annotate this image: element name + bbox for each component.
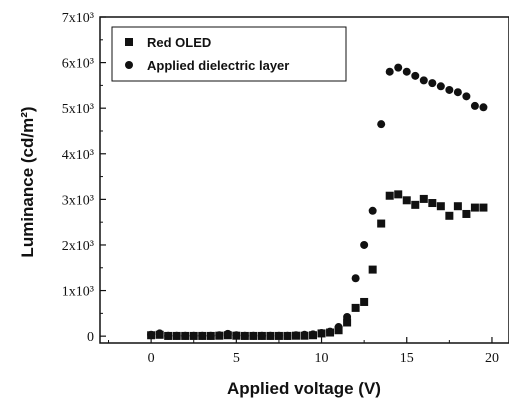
x-axis-title: Applied voltage (V) — [227, 379, 381, 398]
data-point-circle — [402, 67, 411, 76]
data-point-circle — [309, 330, 318, 339]
legend-marker-red-oled — [125, 38, 133, 46]
data-point-circle — [462, 92, 471, 101]
data-point-square — [470, 203, 479, 212]
data-point-circle — [394, 63, 403, 72]
y-tick-label: 2x10³ — [62, 239, 94, 254]
series-0 — [147, 190, 488, 340]
data-point-circle — [223, 329, 232, 338]
data-point-circle — [147, 330, 156, 339]
y-tick-label: 6x10³ — [62, 57, 94, 72]
data-point-circle — [257, 331, 266, 340]
data-point-square — [411, 200, 420, 209]
data-point-circle — [232, 331, 241, 340]
series-1 — [147, 63, 488, 340]
data-point-circle — [317, 328, 326, 337]
data-point-square — [428, 199, 437, 208]
data-point-square — [385, 191, 394, 200]
y-tick-label: 7x10³ — [62, 11, 94, 26]
data-point-circle — [181, 331, 190, 340]
data-point-circle — [164, 331, 173, 340]
data-point-square — [360, 297, 369, 306]
x-tick-label: 10 — [315, 351, 329, 366]
data-point-square — [479, 203, 488, 212]
y-tick-label: 3x10³ — [62, 193, 94, 208]
data-series — [147, 63, 488, 340]
data-point-circle — [240, 331, 249, 340]
data-point-square — [377, 219, 386, 228]
data-point-square — [402, 196, 411, 205]
data-point-circle — [172, 331, 181, 340]
data-point-circle — [368, 206, 377, 215]
data-point-circle — [470, 101, 479, 110]
data-point-circle — [291, 331, 300, 340]
data-point-circle — [206, 331, 215, 340]
data-point-circle — [283, 331, 292, 340]
data-point-square — [419, 194, 428, 203]
data-point-square — [462, 209, 471, 218]
data-point-square — [343, 318, 352, 327]
data-point-circle — [360, 240, 369, 249]
legend-label-dielectric: Applied dielectric layer — [147, 58, 289, 73]
data-point-circle — [479, 103, 488, 112]
data-point-square — [368, 265, 377, 274]
data-point-square — [351, 303, 360, 312]
legend: Red OLED Applied dielectric layer — [111, 26, 347, 82]
data-point-circle — [189, 331, 198, 340]
x-tick-label: 15 — [400, 351, 414, 366]
data-point-square — [394, 190, 403, 199]
legend-box — [111, 26, 347, 82]
x-tick-label: 5 — [233, 351, 240, 366]
data-point-circle — [198, 331, 207, 340]
data-point-circle — [445, 85, 454, 94]
data-point-square — [445, 211, 454, 220]
data-point-circle — [326, 327, 335, 336]
data-point-circle — [249, 331, 258, 340]
data-point-circle — [453, 88, 462, 97]
data-point-circle — [419, 76, 428, 85]
data-point-circle — [428, 79, 437, 88]
data-point-circle — [436, 82, 445, 91]
plot-frame — [99, 16, 509, 344]
data-point-circle — [385, 67, 394, 76]
data-point-square — [436, 202, 445, 211]
data-point-circle — [334, 323, 343, 332]
y-tick-label: 4x10³ — [62, 148, 94, 163]
data-point-circle — [411, 71, 420, 80]
data-point-circle — [300, 330, 309, 339]
y-tick-label: 1x10³ — [62, 285, 94, 300]
legend-marker-dielectric — [125, 61, 133, 69]
x-tick-label: 0 — [148, 351, 155, 366]
data-point-circle — [274, 331, 283, 340]
x-tick-label: 20 — [485, 351, 499, 366]
legend-label-red-oled: Red OLED — [147, 35, 211, 50]
x-axis-ticks: 0 5 10 15 20 — [108, 337, 499, 366]
data-point-circle — [377, 120, 386, 129]
data-point-square — [453, 202, 462, 211]
data-point-circle — [351, 274, 360, 283]
y-axis-title: Luminance (cd/m²) — [18, 106, 37, 257]
y-tick-label: 5x10³ — [62, 102, 94, 117]
data-point-circle — [155, 329, 164, 338]
y-axis-ticks: 0 1x10³ 2x10³ 3x10³ 4x10³ 5x10³ 6x10³ 7x10³ — [62, 11, 106, 345]
data-point-circle — [266, 331, 275, 340]
y-tick-label: 0 — [87, 330, 94, 345]
data-point-circle — [343, 313, 352, 322]
data-point-circle — [215, 331, 224, 340]
